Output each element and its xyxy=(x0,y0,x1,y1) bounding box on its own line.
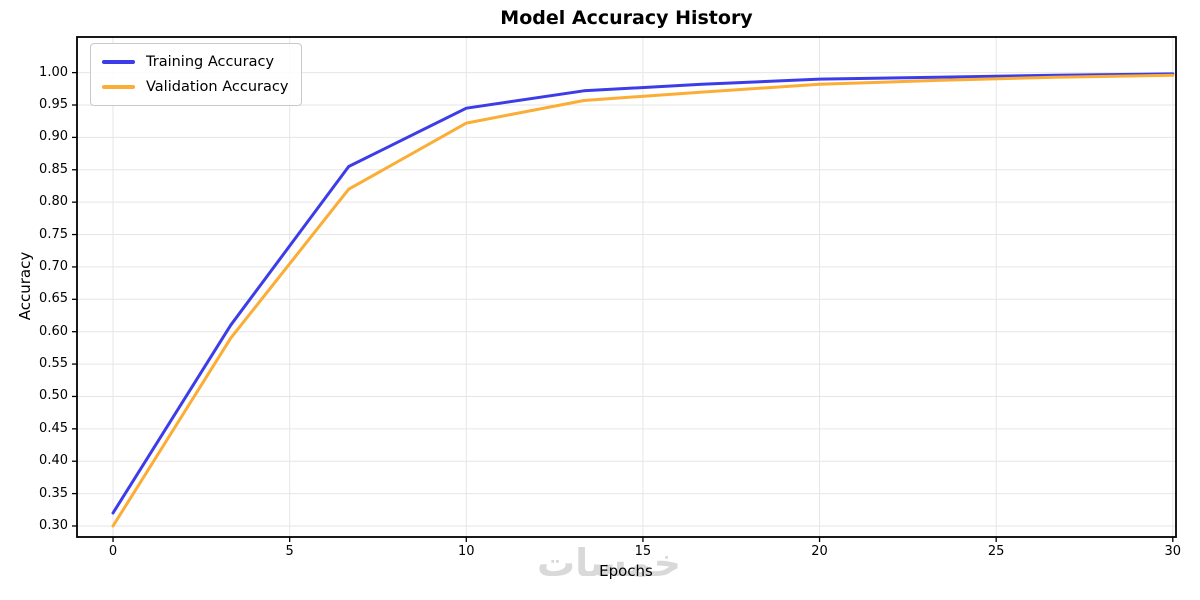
y-tick-label: 0.60 xyxy=(39,323,68,339)
y-tick-label: 0.90 xyxy=(39,129,68,145)
y-tick-label: 1.00 xyxy=(39,64,68,80)
validation-accuracy-line xyxy=(111,73,1175,528)
y-tick-label: 0.95 xyxy=(39,97,68,112)
y-tick-label: 0.45 xyxy=(39,420,68,436)
x-axis-label: Epochs xyxy=(599,562,653,580)
x-tick-label: 20 xyxy=(811,544,828,559)
legend-item-validation: Validation Accuracy xyxy=(102,78,288,96)
legend-label-training: Training Accuracy xyxy=(146,54,275,70)
y-tick-label: 0.55 xyxy=(39,356,68,372)
validation-line-swatch xyxy=(102,85,135,89)
x-tick-label: 0 xyxy=(108,544,118,559)
watermark: خمسات xyxy=(537,541,681,585)
y-tick-label: 0.80 xyxy=(39,194,68,210)
x-tick-label: 5 xyxy=(285,544,294,559)
training-accuracy-line xyxy=(111,72,1175,515)
x-tick-label: 10 xyxy=(458,544,475,559)
plot-border xyxy=(76,36,1177,538)
y-tick-label: 0.85 xyxy=(39,161,68,177)
y-tick-label: 0.40 xyxy=(39,453,68,469)
y-tick-label: 0.35 xyxy=(39,485,68,501)
legend-label-validation: Validation Accuracy xyxy=(146,79,289,95)
x-tick-label: 25 xyxy=(987,544,1005,559)
training-line-swatch xyxy=(102,60,135,64)
y-axis-label: Accuracy xyxy=(16,251,34,321)
y-tick-label: 0.65 xyxy=(39,291,68,307)
x-tick-label: 30 xyxy=(1164,544,1182,559)
y-tick-label: 0.50 xyxy=(39,388,68,404)
x-tick-label: 15 xyxy=(634,544,652,559)
y-tick-label: 0.70 xyxy=(39,258,68,274)
legend: Training Accuracy Validation Accuracy xyxy=(90,43,303,106)
legend-item-training: Training Accuracy xyxy=(102,53,288,71)
y-tick-label: 0.30 xyxy=(39,517,68,533)
y-tick-label: 0.75 xyxy=(39,226,68,242)
chart-title: Model Accuracy History xyxy=(500,7,753,29)
